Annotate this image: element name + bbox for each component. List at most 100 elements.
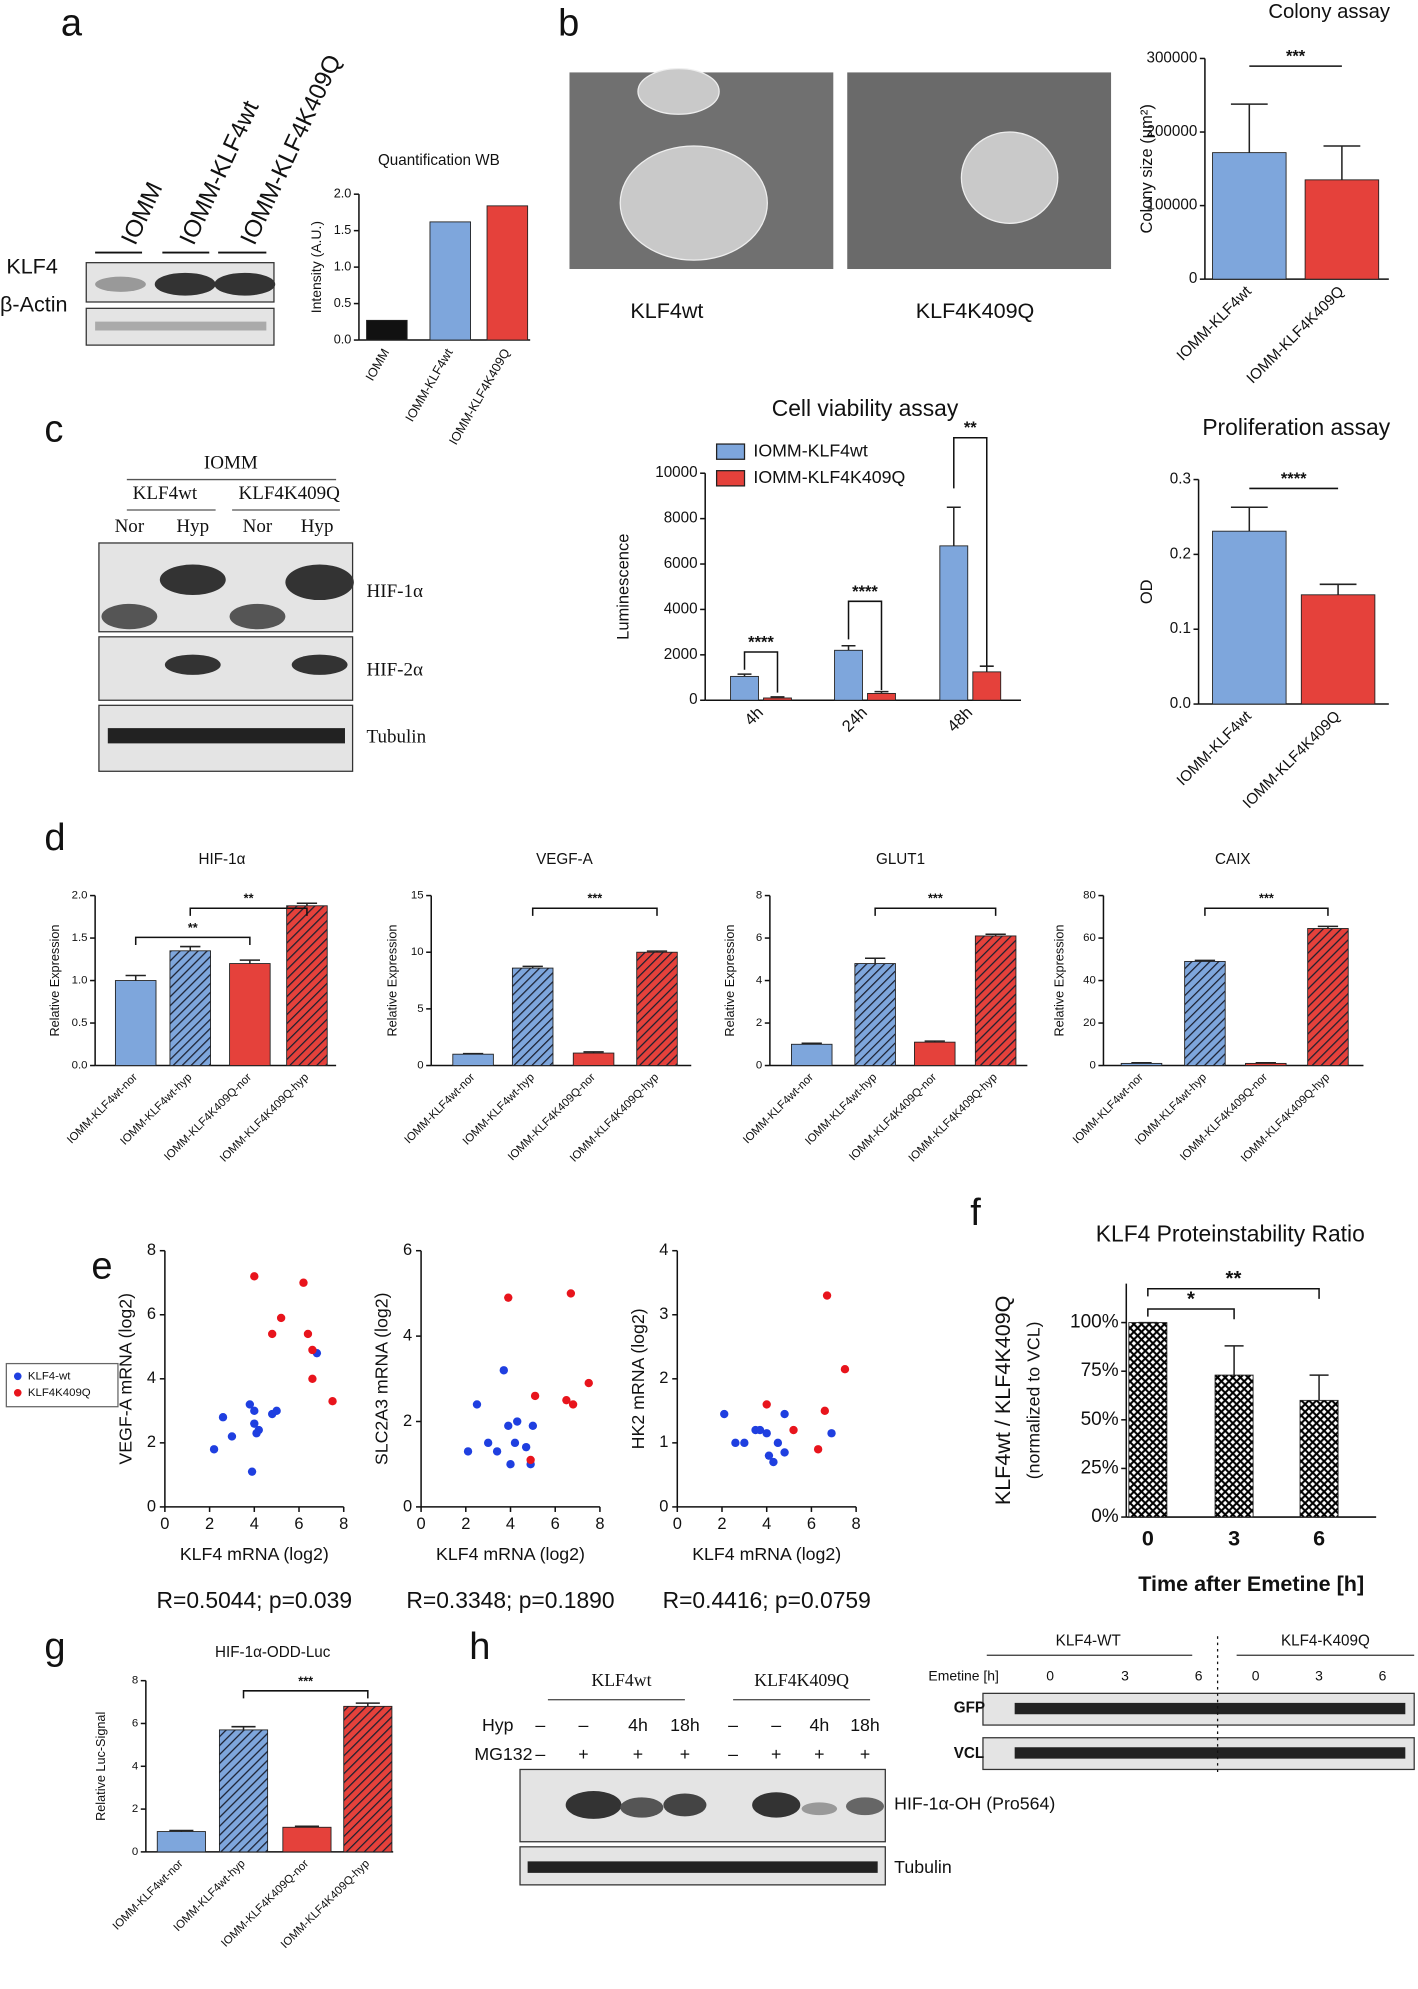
error-bar <box>355 1702 380 1707</box>
y-axis-label: Luminescence <box>614 534 632 640</box>
point <box>731 1438 740 1448</box>
error-bar <box>946 506 961 546</box>
y-axis-label: (normalized to VCL) <box>1024 1321 1044 1479</box>
significance-label: *** <box>928 892 943 906</box>
x-tick-label: IOMM-KLF4K409Q <box>1243 283 1347 387</box>
y-axis-label: HK2 mRNA (log2) <box>628 1308 648 1449</box>
y-tick-label: 0 <box>689 691 697 708</box>
band <box>214 272 276 296</box>
y-tick-label: 0 <box>132 1846 138 1858</box>
y-axis-label: Relative Expression <box>1053 925 1067 1037</box>
bar <box>1128 1322 1168 1518</box>
significance-label: *** <box>1286 48 1306 66</box>
point <box>299 1278 308 1287</box>
point <box>276 1313 286 1323</box>
x-tick-label: IOMM-KLF4wt <box>403 346 456 424</box>
point <box>267 1329 277 1339</box>
bar <box>867 692 896 701</box>
point <box>499 1366 508 1375</box>
y-tick-label: 4 <box>403 1326 412 1344</box>
image-caption: KLF4wt <box>630 298 703 323</box>
panel-letter: f <box>970 1192 981 1234</box>
point <box>769 1457 778 1467</box>
condition: + <box>771 1744 781 1764</box>
y-axis-label: Relative Expression <box>386 925 400 1037</box>
y-tick-label: 8 <box>756 890 762 902</box>
y-tick-label: 2.0 <box>334 187 352 201</box>
y-tick-label: 3 <box>659 1305 668 1323</box>
time: 6 <box>1195 1668 1203 1684</box>
bar <box>1300 594 1376 705</box>
significance-bracket <box>1147 1287 1320 1299</box>
chart-title: HIF-1α-ODD-Luc <box>215 1644 331 1661</box>
y-tick-label: 6 <box>147 1305 156 1323</box>
significance-label: * <box>1187 1289 1195 1311</box>
point <box>584 1378 593 1388</box>
significance-bracket <box>134 936 251 946</box>
x-tick-label: IOMM-KLF4wt <box>1174 707 1256 789</box>
bar <box>1212 530 1287 705</box>
condition: – <box>771 1715 781 1735</box>
y-tick-label: 0.0 <box>72 1060 88 1072</box>
error-bar <box>180 945 201 951</box>
point <box>813 1445 823 1454</box>
bar <box>834 649 863 701</box>
x-axis-label: KLF4 mRNA (log2) <box>692 1544 841 1564</box>
bar <box>914 1041 956 1066</box>
point <box>308 1345 317 1355</box>
y-axis-label: KLF4wt / KLF4K409Q <box>990 1296 1015 1506</box>
band <box>845 1797 885 1816</box>
y-axis-label: Relative Expression <box>48 925 62 1037</box>
y-tick-label: 15 <box>411 890 424 902</box>
row-name: MG132 <box>474 1744 532 1764</box>
y-tick-label: 8 <box>147 1241 156 1259</box>
panel-letter: a <box>61 3 83 45</box>
point <box>755 1425 765 1435</box>
bar <box>1120 1062 1163 1066</box>
error-bar <box>231 1725 256 1730</box>
point <box>780 1409 789 1419</box>
y-tick-label: 2000 <box>664 646 698 663</box>
bar <box>636 951 678 1066</box>
significance-label: **** <box>748 634 774 652</box>
band <box>285 564 354 601</box>
chart-title: Quantification WB <box>378 152 500 169</box>
condition: + <box>633 1744 643 1764</box>
significance-label: ** <box>188 921 198 935</box>
group-label: KLF4-K409Q <box>1281 1632 1370 1649</box>
time-grid: 0 3 6 0 3 6 <box>1046 1668 1386 1684</box>
blot-c: IOMM KLF4wt KLF4K409Q Nor Hyp Nor Hyp HI… <box>98 453 427 772</box>
y-tick-label: 4 <box>132 1760 139 1772</box>
point <box>250 1406 259 1416</box>
point <box>780 1448 789 1457</box>
error-bar <box>1309 1374 1329 1401</box>
row-label: Tubulin <box>367 727 427 748</box>
significance-label: ** <box>964 419 977 437</box>
error-bar <box>1131 1062 1152 1064</box>
time: 0 <box>1046 1668 1054 1684</box>
bar <box>572 1052 615 1066</box>
y-tick-label: 0 <box>1189 270 1197 287</box>
condition: Hyp <box>176 516 209 537</box>
bar <box>486 205 529 341</box>
chart-title: Cell viability assay <box>772 395 959 421</box>
point <box>247 1467 257 1476</box>
x-tick-label: 8 <box>595 1515 604 1533</box>
blot-a: IOMM IOMM-KLF4wt IOMM-KLF4K409Q KLF4 β-A… <box>0 51 347 346</box>
y-tick-label: 1.0 <box>72 975 88 987</box>
y-tick-label: 0.5 <box>72 1017 88 1029</box>
y-tick-label: 100% <box>1070 1312 1119 1333</box>
point <box>827 1429 836 1438</box>
point <box>720 1409 729 1419</box>
colony <box>960 131 1059 224</box>
y-tick-label: 200000 <box>1147 123 1198 140</box>
bar <box>763 697 792 701</box>
x-tick-label: 2 <box>205 1515 214 1533</box>
y-tick-label: 2 <box>756 1017 762 1029</box>
condition: 18h <box>670 1715 700 1735</box>
error-bar <box>1230 506 1268 532</box>
x-tick-label: IOMM-KLF4wt <box>1174 282 1256 364</box>
condition: Hyp <box>301 516 334 537</box>
condition: + <box>814 1744 824 1764</box>
point <box>506 1460 515 1469</box>
